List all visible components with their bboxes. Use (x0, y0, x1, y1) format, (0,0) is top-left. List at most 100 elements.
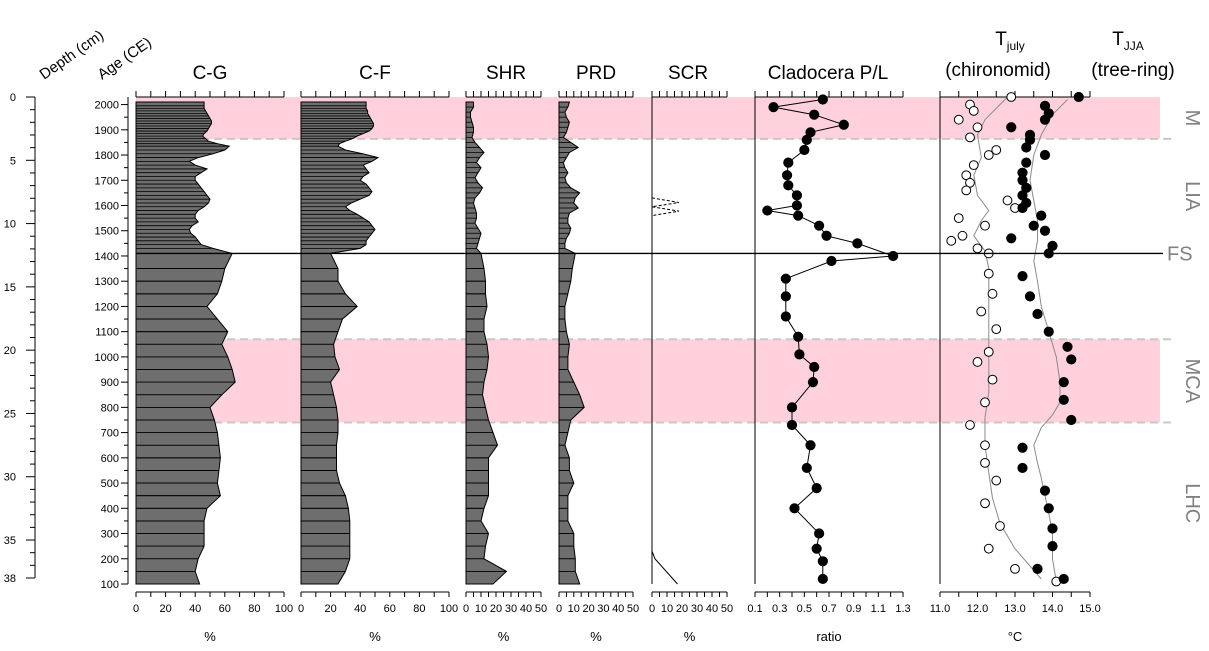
pl-ratio-point (780, 273, 791, 284)
tree-ring-point (1021, 157, 1032, 168)
band-shade-mca (136, 339, 1160, 423)
chironomid-point (980, 457, 990, 468)
panel-tick-label: 0 (133, 603, 139, 615)
age-tick-label: 200 (101, 554, 119, 566)
pl-ratio-point (809, 109, 820, 120)
panel-tick-label: 10 (661, 603, 673, 615)
panel-tick-label: 20 (490, 603, 502, 615)
tree-ring-point (1039, 149, 1051, 161)
chironomid-point (968, 105, 979, 116)
chironomid-point (965, 132, 975, 143)
panel-title-scr: SCR (668, 63, 708, 84)
age-tick-label: 100 (101, 579, 119, 591)
panel-tick-label: 20 (159, 603, 171, 615)
panel-unit-label: °C (1008, 629, 1023, 644)
proxy-area (135, 101, 236, 585)
panel-0: 0 20 40 60 80 100% (133, 91, 293, 644)
panel-tick-label: 0.1 (747, 603, 762, 615)
panel-5: 0.1 0.3 0.5 0.7 0.9 1.1 1.3 ratio (747, 91, 911, 644)
pl-ratio-point (807, 377, 819, 388)
pl-ratio-point (838, 119, 849, 130)
tree-ring-point (1032, 308, 1043, 320)
pl-ratio-point (814, 528, 825, 539)
chironomid-point (980, 397, 990, 408)
chironomid-point (953, 114, 964, 125)
depth-tick-label: 5 (10, 155, 16, 167)
tree-ring-point (1039, 225, 1051, 236)
proxy-area (465, 101, 508, 585)
age-tick-label: 400 (101, 503, 119, 515)
panel-tick-label: 60 (384, 603, 396, 615)
pl-ratio-point (801, 134, 812, 145)
proxy-area (300, 101, 380, 585)
band-shade-m (136, 97, 1160, 139)
pl-ratio-point (799, 144, 810, 156)
tree-ring-point (1062, 341, 1073, 352)
age-tick-label: 2000 (95, 100, 119, 112)
panel-tick-label: 60 (219, 603, 231, 615)
tree-ring-point (1058, 573, 1069, 585)
age-tick-label: 600 (101, 453, 119, 465)
tree-ring-point (1039, 485, 1051, 496)
depth-tick-label: 20 (4, 345, 16, 357)
chironomid-point (983, 543, 994, 554)
age-tick-label: 1300 (95, 276, 119, 288)
age-tick-label: 1200 (95, 301, 119, 313)
panel-tick-label: 20 (324, 603, 336, 615)
chironomid-point (972, 243, 983, 254)
panel-tick-label: 10 (568, 603, 580, 615)
depth-tick-label: 30 (4, 472, 16, 484)
tjja-t: T (1112, 29, 1124, 50)
pl-ratio-point (821, 230, 832, 241)
panel-tick-label: 80 (413, 603, 425, 615)
age-tick-label: 1900 (95, 125, 119, 137)
panel-tick-label: 1.3 (895, 603, 910, 615)
age-tick-label: 1600 (95, 201, 119, 213)
depth-tick-label: 10 (4, 219, 16, 231)
depth-tick-label: 38 (4, 573, 16, 585)
tree-ring-point (1047, 541, 1058, 552)
depth-tick-label: 15 (4, 282, 16, 294)
panel-tick-label: 80 (248, 603, 260, 615)
chironomid-point (968, 160, 979, 171)
panel-tick-label: 40 (612, 603, 624, 615)
panel-unit-label: % (204, 629, 216, 644)
chironomid-point (946, 235, 957, 246)
tree-ring-point (1043, 326, 1054, 337)
chironomid-point (965, 177, 975, 188)
panel-tick-label: 40 (520, 603, 532, 615)
panel-unit-label: % (369, 629, 381, 644)
age-tick-label: 500 (101, 478, 119, 490)
tree-ring-point (1036, 210, 1047, 221)
panel-tick-label: 13.0 (1004, 603, 1025, 615)
age-tick-label: 900 (101, 377, 119, 389)
panel-4: 0 10 20 30 40 50% (649, 91, 733, 644)
chironomid-point (983, 346, 994, 357)
panel-tick-label: 30 (691, 603, 703, 615)
tree-ring-point (1024, 291, 1036, 302)
panel-tick-label: 0 (298, 603, 304, 615)
panel-title-tjja: TJJA (1112, 29, 1144, 53)
panel-title-cg: C-G (193, 63, 228, 84)
band-label-mca: MCA (1181, 359, 1203, 404)
pl-ratio-point (793, 331, 804, 342)
tree-ring-point (1058, 394, 1069, 405)
panel-titles: C-G C-F SHR PRD SCR Cladocera P/L Tjuly … (193, 29, 1175, 84)
scr-line (651, 97, 678, 585)
tree-ring-point (1039, 114, 1051, 125)
panel-title-tjuly: Tjuly (995, 29, 1025, 53)
tree-ring-point (1017, 271, 1028, 282)
pl-ratio-point (793, 210, 804, 221)
panel-subtitle-tree-ring: (tree-ring) (1091, 60, 1174, 81)
panel-tick-label: 30 (597, 603, 609, 615)
pl-ratio-point (852, 238, 863, 249)
fs-marker-label: FS (1167, 243, 1193, 265)
pl-ratio-point (786, 402, 798, 413)
chironomid-point (972, 122, 983, 133)
chironomid-point (965, 420, 975, 430)
chironomid-point (980, 440, 990, 451)
tree-ring-point (1006, 233, 1017, 244)
pl-ratio-point (783, 157, 794, 168)
chironomid-point (972, 357, 983, 367)
